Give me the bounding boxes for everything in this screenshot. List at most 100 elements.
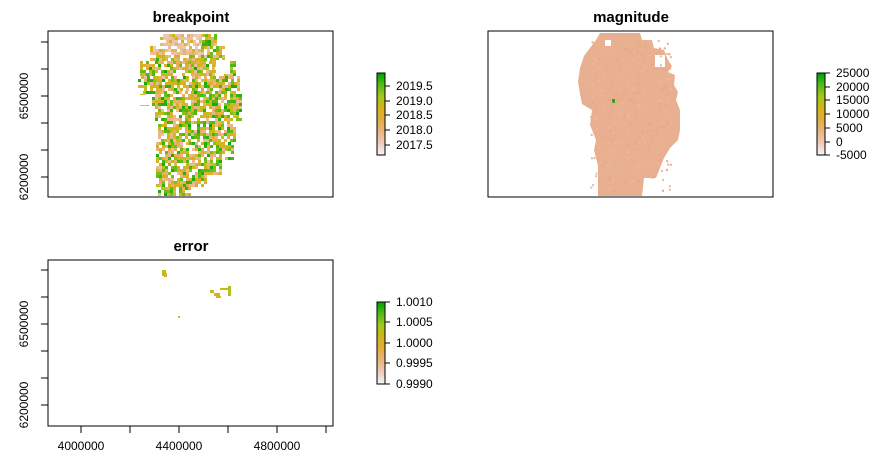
raster-cell — [165, 157, 168, 160]
raster-cell — [212, 103, 215, 106]
legend-breakpoint: 2019.5 2019.0 2018.5 2018.0 2017.5 — [376, 72, 433, 156]
raster-cell — [633, 88, 636, 91]
raster-cell — [198, 157, 201, 160]
raster-cell — [627, 115, 629, 118]
raster-cell — [591, 90, 594, 92]
raster-cell — [212, 97, 215, 100]
raster-cell — [168, 142, 171, 145]
raster-cell — [179, 118, 182, 121]
raster-cell — [150, 58, 153, 61]
raster-cell — [627, 151, 630, 154]
legend-label: 15000 — [836, 93, 870, 107]
raster-cell — [182, 109, 185, 112]
raster-cell — [214, 43, 217, 46]
raster-cell — [197, 118, 200, 121]
raster-cell — [186, 175, 189, 178]
raster-cell — [143, 70, 146, 73]
x-tick-label: 4400000 — [156, 439, 203, 453]
raster-cell — [659, 55, 662, 58]
raster-cell — [162, 181, 165, 184]
legend-color-step — [377, 381, 385, 385]
raster-cell — [197, 133, 200, 136]
raster-cell — [182, 97, 185, 100]
raster-cell — [214, 40, 217, 43]
raster-cell — [152, 64, 155, 67]
raster-cell — [161, 130, 164, 133]
raster-cell — [230, 103, 233, 106]
raster-cell — [629, 52, 632, 55]
raster-cell — [207, 55, 210, 58]
raster-cell — [195, 79, 198, 82]
raster-cell — [156, 49, 159, 52]
raster-cell — [171, 151, 174, 154]
raster-cell — [652, 68, 655, 71]
raster-cell — [209, 61, 212, 64]
raster-cell — [183, 184, 186, 187]
raster-cell — [174, 58, 177, 61]
raster-cell — [174, 157, 177, 160]
raster-cell — [168, 145, 171, 148]
raster-cell — [239, 97, 242, 100]
raster-cell — [215, 106, 218, 109]
raster-cell — [230, 133, 233, 136]
legend-color-step — [817, 91, 825, 95]
raster-cell — [617, 113, 620, 115]
raster-cell — [204, 58, 207, 61]
raster-cell — [626, 83, 629, 86]
raster-cell — [204, 76, 207, 79]
raster-cell — [161, 133, 164, 136]
legend-color-step — [817, 93, 825, 97]
legend-color-step — [377, 359, 385, 363]
raster-cell — [218, 127, 221, 130]
raster-cell — [233, 73, 236, 76]
raster-cell — [219, 46, 222, 49]
raster-cell — [652, 174, 655, 177]
legend-color-step — [377, 351, 385, 354]
raster-cell — [218, 124, 221, 127]
raster-cell — [147, 79, 150, 82]
raster-cell — [158, 64, 161, 67]
raster-cell — [215, 100, 218, 103]
raster-cell — [612, 179, 615, 182]
raster-cell — [630, 156, 633, 159]
legend-label: 2017.5 — [396, 138, 433, 152]
raster-cell — [179, 91, 182, 94]
raster-cell — [222, 151, 225, 154]
raster-cell — [210, 46, 213, 49]
raster-cell — [642, 64, 645, 67]
raster-cell — [662, 189, 664, 192]
raster-cell — [161, 139, 164, 142]
raster-cell — [210, 163, 213, 166]
raster-cell — [641, 131, 644, 134]
raster-cell — [170, 94, 173, 97]
raster-cell — [204, 175, 207, 178]
raster-cell — [195, 184, 198, 187]
legend-color-step — [377, 306, 385, 309]
raster-cell — [218, 103, 221, 106]
raster-cell — [182, 190, 185, 193]
raster-cell — [618, 165, 620, 168]
raster-cell — [213, 166, 216, 169]
legend-color-step — [817, 81, 825, 84]
raster-cell — [180, 175, 183, 178]
raster-cell — [203, 64, 206, 67]
raster-cell — [236, 112, 239, 115]
raster-cell — [180, 145, 183, 148]
raster-cell — [176, 91, 179, 94]
legend-color-step — [377, 148, 385, 152]
raster-cell — [222, 85, 225, 88]
raster-cell — [161, 61, 164, 64]
raster-cell — [633, 91, 636, 94]
raster-cell — [233, 94, 236, 97]
raster-cell — [174, 166, 177, 169]
raster-cell — [156, 184, 159, 187]
raster-cell — [627, 133, 630, 136]
raster-cell — [174, 169, 177, 172]
raster-cell — [167, 64, 170, 67]
raster-cell — [179, 64, 182, 67]
raster-cell — [218, 97, 221, 100]
raster-cell — [165, 55, 168, 58]
raster-cell — [230, 106, 233, 109]
raster-cell — [167, 187, 170, 190]
raster-cell — [233, 112, 236, 115]
